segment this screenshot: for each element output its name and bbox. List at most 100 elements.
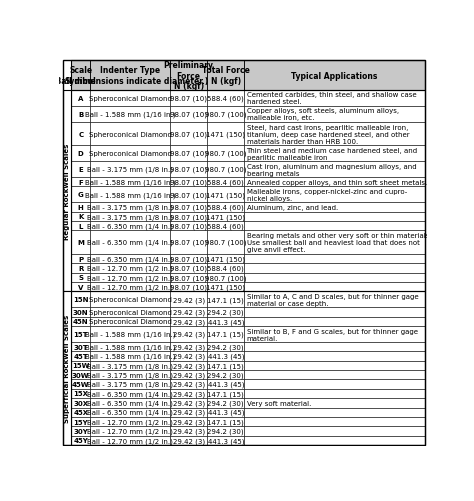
Text: 45W: 45W [72,381,90,387]
Text: 98.07 (10): 98.07 (10) [170,111,207,118]
Text: Total Force
N (kgf): Total Force N (kgf) [202,66,250,86]
Bar [91,283,170,292]
Text: 147.1 (15): 147.1 (15) [208,390,244,397]
Bar [71,342,91,352]
Text: 980.7 (100): 980.7 (100) [205,275,246,281]
Text: 29.42 (3): 29.42 (3) [173,400,205,406]
Text: 98.07 (10): 98.07 (10) [170,166,207,173]
Bar [207,91,244,107]
Bar [170,326,207,342]
Bar [207,178,244,187]
Bar [244,273,425,283]
Bar [244,361,425,370]
Text: Ball - 6.350 mm (1/4 in.): Ball - 6.350 mm (1/4 in.) [87,223,173,229]
Bar [71,292,91,308]
Bar [71,408,91,417]
Bar [207,107,244,123]
Bar [91,308,170,317]
Bar [244,255,425,264]
Text: 980.7 (100): 980.7 (100) [205,166,246,173]
Text: Copper alloys, soft steels, aluminum alloys,
malleable iron, etc.: Copper alloys, soft steels, aluminum all… [246,108,399,121]
Bar [244,212,425,221]
Text: 15T: 15T [73,331,88,337]
Text: 147.1 (15): 147.1 (15) [208,418,244,425]
Bar [207,292,244,308]
Bar [71,91,91,107]
Bar [170,221,207,231]
Text: Similar to B, F and G scales, but for thinner gage
material.: Similar to B, F and G scales, but for th… [246,328,418,341]
Bar [71,203,91,212]
Text: Spheroconical Diamond: Spheroconical Diamond [89,297,172,303]
Text: 1471 (150): 1471 (150) [206,284,245,291]
Text: 294.2 (30): 294.2 (30) [208,344,244,350]
Text: F: F [78,179,83,185]
Bar [170,408,207,417]
Bar [244,162,425,178]
Text: Spheroconical Diamond: Spheroconical Diamond [89,96,172,102]
Bar [244,342,425,352]
Bar [244,292,425,308]
Bar [170,178,207,187]
Bar [91,264,170,273]
Bar [91,436,170,445]
Text: A: A [78,96,83,102]
Text: Ball - 1.588 mm (1/16 in.): Ball - 1.588 mm (1/16 in.) [85,179,175,186]
Bar [244,178,425,187]
Bar [170,264,207,273]
Text: 45T: 45T [73,353,88,359]
Bar [207,255,244,264]
Text: 30T: 30T [73,344,88,350]
Text: 29.42 (3): 29.42 (3) [173,331,205,338]
Bar [244,221,425,231]
Bar [91,146,170,162]
Bar [71,436,91,445]
Bar [71,292,425,445]
Bar [170,398,207,408]
Text: 98.07 (10): 98.07 (10) [170,223,207,229]
Text: Ball - 12.70 mm (1/2 in.): Ball - 12.70 mm (1/2 in.) [87,284,173,291]
Text: 441.3 (45): 441.3 (45) [208,319,244,325]
Text: 147.1 (15): 147.1 (15) [208,362,244,369]
Text: 441.3 (45): 441.3 (45) [208,381,244,388]
Bar [170,389,207,398]
Bar [244,408,425,417]
Text: Ball - 3.175 mm (1/8 in.): Ball - 3.175 mm (1/8 in.) [87,166,173,173]
Bar [71,389,91,398]
Text: 1471 (150): 1471 (150) [206,192,245,198]
Text: G: G [78,192,83,198]
Text: Similar to A, C and D scales, but for thinner gage
material or case depth.: Similar to A, C and D scales, but for th… [246,293,418,306]
Bar [244,370,425,380]
Text: Ball - 1.588 mm (1/16 in.): Ball - 1.588 mm (1/16 in.) [85,353,175,360]
Text: 1471 (150): 1471 (150) [206,256,245,263]
Text: Ball - 1.588 mm (1/16 in.): Ball - 1.588 mm (1/16 in.) [85,344,175,350]
Text: 294.2 (30): 294.2 (30) [208,372,244,378]
Bar [91,178,170,187]
Bar [71,273,91,283]
Bar [207,221,244,231]
Bar [71,352,91,361]
Bar [207,283,244,292]
Text: Very soft material.: Very soft material. [246,400,311,406]
Text: E: E [78,167,83,173]
Text: 147.1 (15): 147.1 (15) [208,297,244,303]
Bar [91,162,170,178]
Text: B: B [78,112,83,118]
Bar [71,326,91,342]
Bar [71,426,91,436]
Text: 1471 (150): 1471 (150) [206,214,245,220]
Bar [170,123,207,146]
Bar [207,308,244,317]
Bar [170,162,207,178]
Text: Ball - 12.70 mm (1/2 in.): Ball - 12.70 mm (1/2 in.) [87,437,173,444]
Text: Ball - 12.70 mm (1/2 in.): Ball - 12.70 mm (1/2 in.) [87,418,173,425]
Bar [244,308,425,317]
Bar [170,203,207,212]
Bar [244,326,425,342]
Text: 98.07 (10): 98.07 (10) [170,256,207,263]
Text: 30X: 30X [73,400,88,406]
Bar [244,187,425,203]
Text: 45N: 45N [73,319,89,325]
Bar [71,107,91,123]
Bar [170,292,207,308]
Text: 29.42 (3): 29.42 (3) [173,428,205,434]
